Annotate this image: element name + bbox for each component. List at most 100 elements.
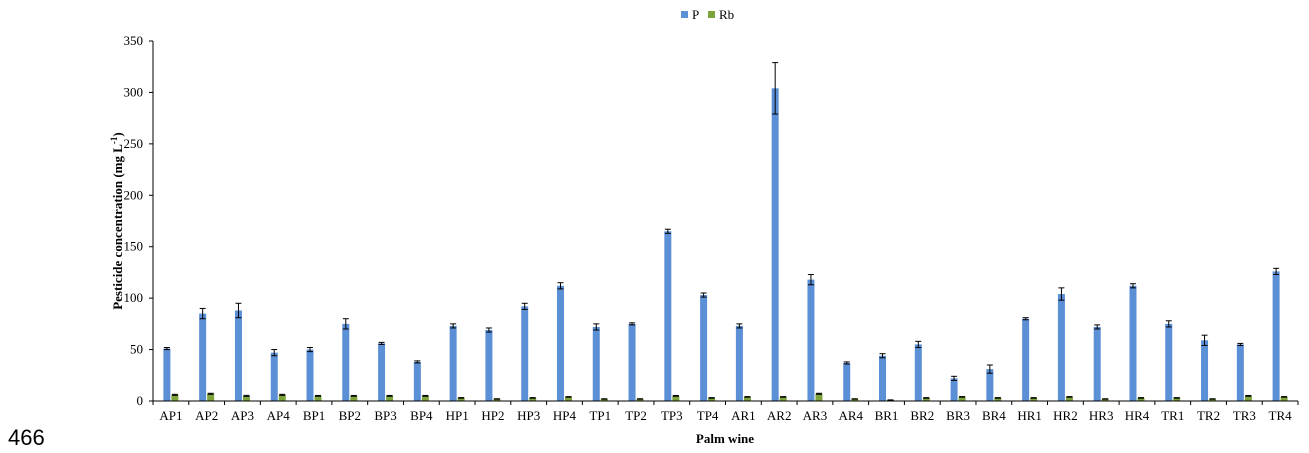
error-bar-p-bp3 [378, 341, 385, 345]
error-bar-p-hp1 [450, 323, 457, 329]
bar-rb-hr1 [1030, 397, 1038, 401]
bar-rb-tp2 [636, 398, 644, 401]
bar-rb-tp1 [600, 398, 608, 401]
error-bar-rb-hr4 [1137, 397, 1144, 399]
error-bar-rb-hp1 [458, 397, 465, 399]
error-bar-p-ap4 [271, 349, 278, 357]
error-bar-rb-ar1 [744, 396, 751, 398]
x-tick-label: AR1 [731, 408, 756, 423]
x-tick-label: HP4 [553, 408, 577, 423]
bar-rb-br3 [958, 396, 966, 401]
bar-rb-hr4 [1137, 397, 1145, 401]
bar-p-hr1 [1022, 318, 1030, 401]
bar-p-bp2 [342, 323, 350, 401]
error-bar-p-hp3 [521, 302, 528, 310]
bar-rb-tp4 [708, 397, 716, 401]
bar-p-bp3 [378, 343, 386, 401]
bar-p-br4 [986, 369, 994, 401]
x-axis-title: Palm wine [696, 431, 754, 446]
bar-rb-ap3 [242, 395, 250, 401]
error-bar-rb-bp3 [386, 394, 393, 397]
x-tick-label: BP1 [303, 408, 325, 423]
x-tick-label: AP4 [267, 408, 291, 423]
bar-p-tr1 [1165, 323, 1173, 401]
y-tick-label: 50 [130, 342, 143, 357]
bar-rb-br4 [994, 397, 1002, 401]
error-bar-rb-tp3 [672, 394, 679, 397]
error-bar-p-bp2 [342, 318, 349, 330]
x-tick-label: TR1 [1161, 408, 1184, 423]
y-tick-label: 300 [124, 84, 144, 99]
bar-rb-bp3 [386, 395, 394, 401]
x-tick-label: HR4 [1125, 408, 1150, 423]
error-bar-rb-tp4 [708, 397, 715, 399]
bar-p-bp1 [306, 349, 314, 401]
error-bar-rb-ar3 [815, 392, 822, 395]
error-bar-rb-bp2 [350, 394, 357, 397]
error-bar-rb-hp3 [529, 397, 536, 399]
error-bar-p-br2 [915, 340, 922, 349]
x-tick-label: TP2 [625, 408, 647, 423]
error-bar-rb-tr1 [1173, 397, 1180, 399]
error-bar-rb-hp4 [565, 396, 572, 398]
y-tick-label: 150 [124, 239, 144, 254]
bar-p-ar2 [771, 88, 779, 402]
error-bar-p-hp4 [557, 282, 564, 290]
bar-p-bp4 [413, 361, 421, 401]
bar-p-br3 [950, 378, 958, 401]
error-bar-p-hr2 [1058, 287, 1065, 301]
y-tick-label: 200 [124, 187, 144, 202]
error-bar-p-hp2 [485, 327, 492, 333]
error-bar-p-br4 [986, 364, 993, 374]
bar-p-br2 [914, 344, 922, 401]
error-bar-rb-bp4 [422, 394, 429, 397]
legend-label-p: P [692, 7, 699, 22]
x-tick-label: TR2 [1197, 408, 1220, 423]
x-tick-label: TP4 [697, 408, 719, 423]
bar-p-hp3 [521, 306, 529, 401]
bar-p-hr3 [1093, 326, 1101, 401]
error-bar-rb-ap1 [171, 393, 178, 396]
error-bar-p-tp2 [629, 322, 636, 326]
error-bar-p-tp1 [593, 323, 600, 331]
error-bar-p-ap3 [235, 302, 242, 319]
error-bar-p-tp4 [700, 292, 707, 298]
bar-p-ar1 [735, 325, 743, 401]
bar-rb-bp2 [350, 395, 358, 401]
error-bar-p-tr2 [1201, 334, 1208, 346]
bar-p-tp2 [628, 323, 636, 401]
error-bar-rb-ap4 [279, 393, 286, 396]
bar-rb-hp2 [493, 398, 501, 401]
error-bar-rb-ap3 [243, 394, 250, 397]
error-bar-rb-br4 [994, 397, 1001, 399]
bar-rb-hp4 [564, 396, 572, 401]
error-bar-p-hr1 [1022, 317, 1029, 321]
error-bar-rb-tr4 [1281, 396, 1288, 398]
bar-rb-tr4 [1280, 396, 1288, 401]
bar-p-tr4 [1272, 271, 1280, 401]
error-bar-rb-ap2 [207, 392, 214, 395]
x-tick-label: TR3 [1233, 408, 1256, 423]
bar-rb-hr2 [1065, 396, 1073, 401]
bar-rb-ar4 [851, 398, 859, 401]
x-tick-label: AR4 [838, 408, 863, 423]
x-tick-label: BR1 [875, 408, 899, 423]
y-axis-ticks: 0 50 100 150 200 250 300 350 [124, 33, 153, 408]
bar-rb-bp1 [314, 395, 322, 401]
bar-p-ar4 [843, 362, 851, 401]
x-tick-label: BP2 [339, 408, 361, 423]
bar-p-tp3 [664, 231, 672, 401]
error-bar-rb-ar2 [780, 396, 787, 398]
error-bar-rb-bp1 [315, 394, 322, 397]
x-tick-label: BP4 [410, 408, 433, 423]
bar-p-tr2 [1201, 340, 1209, 401]
bar-rb-ar3 [815, 393, 823, 401]
bar-rb-ar1 [743, 396, 751, 401]
bar-p-hr4 [1129, 285, 1137, 401]
page-number: 466 [8, 425, 45, 450]
x-tick-label: AP2 [195, 408, 218, 423]
bar-rb-hr3 [1101, 398, 1109, 401]
bar-p-ap3 [234, 310, 242, 401]
x-tick-label: AP1 [159, 408, 182, 423]
